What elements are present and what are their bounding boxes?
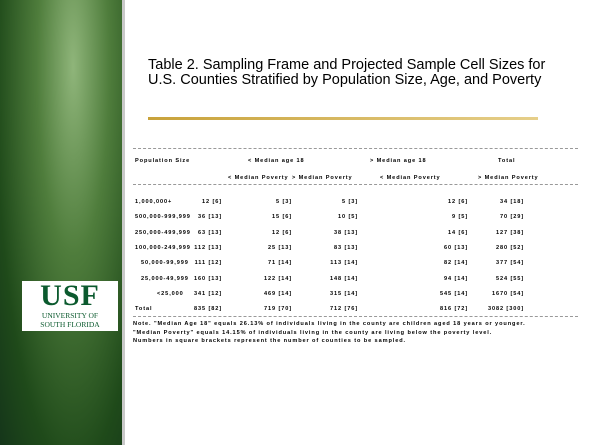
table-cell: 5 [3] [341,199,358,205]
table-cell: 71 [14] [267,260,292,267]
table-cell: 816 [72] [439,306,468,313]
logo: USF UNIVERSITY OF SOUTH FLORIDA [22,281,118,331]
table-cell: 10 [5] [337,214,358,221]
logo-text: UNIVERSITY OF [41,311,99,320]
table-cell: 9 [5] [451,214,468,221]
table-cell: 160 [13] [193,275,222,282]
column-subheader: < Median Poverty [228,175,289,181]
table-cell: 148 [14] [329,275,358,282]
column-subheader: > Median Poverty [292,175,353,181]
column-header: > Median age 18 [370,158,427,164]
table-cell: 719 [70] [263,306,292,313]
row-label: 250,000-499,999 [135,229,191,236]
table-cell: 82 [14] [443,260,468,267]
column-header: Total [498,158,516,164]
table-cell: 127 [38] [495,229,524,236]
table-cell: 469 [14] [263,290,292,297]
row-label: 500,000-999,999 [135,214,191,221]
column-header: < Median age 18 [248,158,305,164]
row-label: 50,000-99,999 [141,260,189,267]
table-cell: 15 [6] [271,214,292,221]
row-label: 25,000-49,999 [141,275,189,282]
table-note: "Median Poverty" equals 14.15% of indivi… [133,329,493,336]
slide-title: Table 2. Sampling Frame and Projected Sa… [148,57,546,88]
column-header: Population Size [135,158,191,164]
table-rule [133,316,578,317]
row-label: <25,000 [157,290,184,297]
table-cell: 524 [55] [495,275,524,282]
table-cell: 12 [6] [201,199,222,205]
table-cell: 835 [82] [193,306,222,313]
table-rule [133,148,578,149]
table-cell: 122 [14] [263,275,292,282]
logo-mark: USF [40,279,100,312]
table-cell: 712 [76] [329,306,358,313]
table-cell: 5 [3] [275,199,292,205]
side-strip [0,0,122,445]
row-label: Total [135,306,153,313]
table-cell: 60 [13] [443,244,468,251]
table-cell: 545 [14] [439,290,468,297]
table-cell: 113 [14] [330,260,358,267]
table-cell: 111 [12] [194,260,222,267]
table-cell: 63 [13] [197,229,222,236]
table-cell: 315 [14] [329,290,358,297]
table-cell: 12 [6] [271,229,292,236]
logo-text: SOUTH FLORIDA [40,320,100,329]
table-cell: 25 [13] [267,244,292,251]
table-cell: 280 [52] [495,244,524,251]
table-cell: 83 [13] [333,244,358,251]
column-subheader: > Median Poverty [478,175,539,181]
table-cell: 377 [54] [495,260,524,267]
side-edge [122,0,125,445]
column-subheader: < Median Poverty [380,175,441,181]
table-cell: 36 [13] [197,214,222,221]
table-cell: 1670 [54] [491,290,524,297]
table-cell: 94 [14] [443,275,468,282]
table-cell: 14 [6] [447,229,468,236]
table-cell: 38 [13] [333,229,358,236]
table-note: Note. "Median Age 18" equals 26.13% of i… [133,321,526,327]
table-cell: 70 [29] [499,214,524,221]
title-rule [148,117,538,120]
table-cell: 3082 [300] [487,306,524,313]
table-cell: 112 [13] [194,244,222,251]
table-cell: 12 [6] [447,199,468,205]
row-label: 100,000-249,999 [135,244,191,251]
table-note: Numbers in square brackets represent the… [133,338,407,344]
table-cell: 341 [12] [193,290,222,297]
table-cell: 34 [18] [499,199,524,205]
table-rule [133,184,578,185]
row-label: 1,000,000+ [135,199,173,205]
